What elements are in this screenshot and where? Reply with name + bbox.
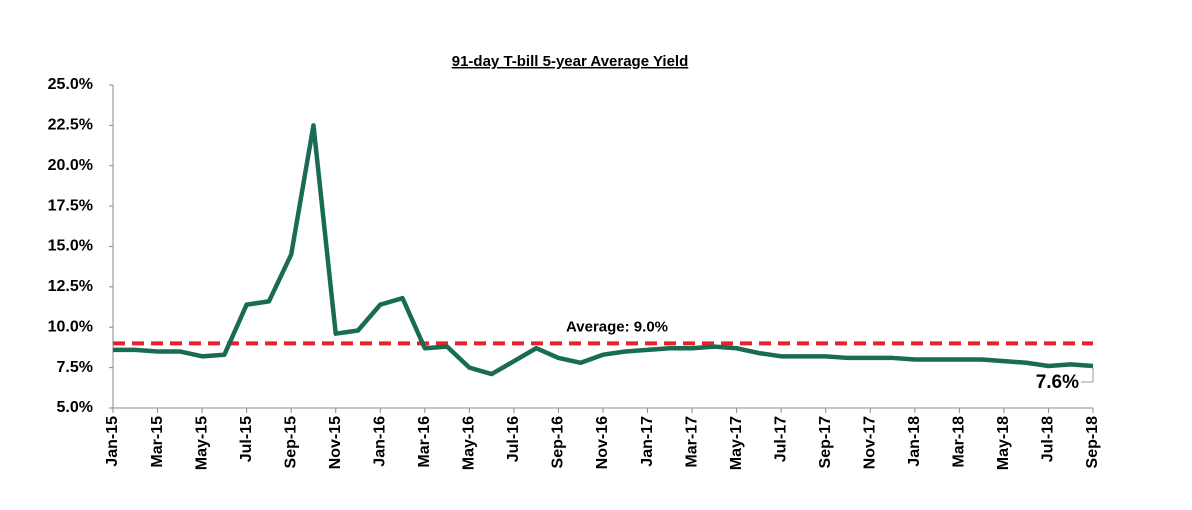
label-leader [1081, 368, 1094, 383]
x-tick-label: Jan-15 [104, 416, 121, 467]
x-tick-label: May-15 [193, 416, 210, 470]
chart-title: 91-day T-bill 5-year Average Yield [452, 53, 689, 70]
x-tick-label: Nov-17 [861, 416, 878, 469]
x-tick-label: May-16 [461, 416, 478, 470]
x-tick-label: Mar-16 [416, 416, 433, 468]
x-tick-label: Jan-18 [906, 416, 923, 467]
x-tick-label: Nov-16 [594, 416, 611, 469]
x-tick-label: May-17 [728, 416, 745, 470]
y-tick-label: 7.5% [57, 359, 93, 376]
y-tick-label: 17.5% [48, 197, 93, 214]
y-tick-label: 20.0% [48, 157, 93, 174]
x-tick-label: Mar-15 [149, 416, 166, 468]
x-tick-label: Sep-16 [550, 416, 567, 469]
x-tick-label: Nov-15 [327, 416, 344, 469]
y-tick-label: 15.0% [48, 238, 93, 255]
y-tick-label: 22.5% [48, 117, 93, 134]
x-tick-label: Jul-18 [1040, 416, 1057, 462]
x-tick-label: Sep-18 [1084, 416, 1101, 469]
x-tick-label: Mar-17 [683, 416, 700, 468]
data-label: 7.6% [1036, 372, 1079, 393]
y-tick-label: 25.0% [48, 76, 93, 93]
x-tick-label: Jul-17 [772, 416, 789, 462]
x-tick-label: Jan-17 [639, 416, 656, 467]
y-tick-label: 12.5% [48, 278, 93, 295]
y-tick-label: 10.0% [48, 318, 93, 335]
average-label: Average: 9.0% [566, 318, 668, 335]
x-tick-label: Jan-16 [371, 416, 388, 467]
series-line [113, 123, 1094, 377]
x-tick-label: May-18 [995, 416, 1012, 470]
x-tick-label: Mar-18 [951, 416, 968, 468]
x-tick-label: Sep-15 [282, 416, 299, 469]
x-tick-label: Sep-17 [817, 416, 834, 469]
y-tick-label: 5.0% [57, 399, 93, 416]
x-tick-label: Jul-16 [505, 416, 522, 462]
x-tick-label: Jul-15 [238, 416, 255, 462]
